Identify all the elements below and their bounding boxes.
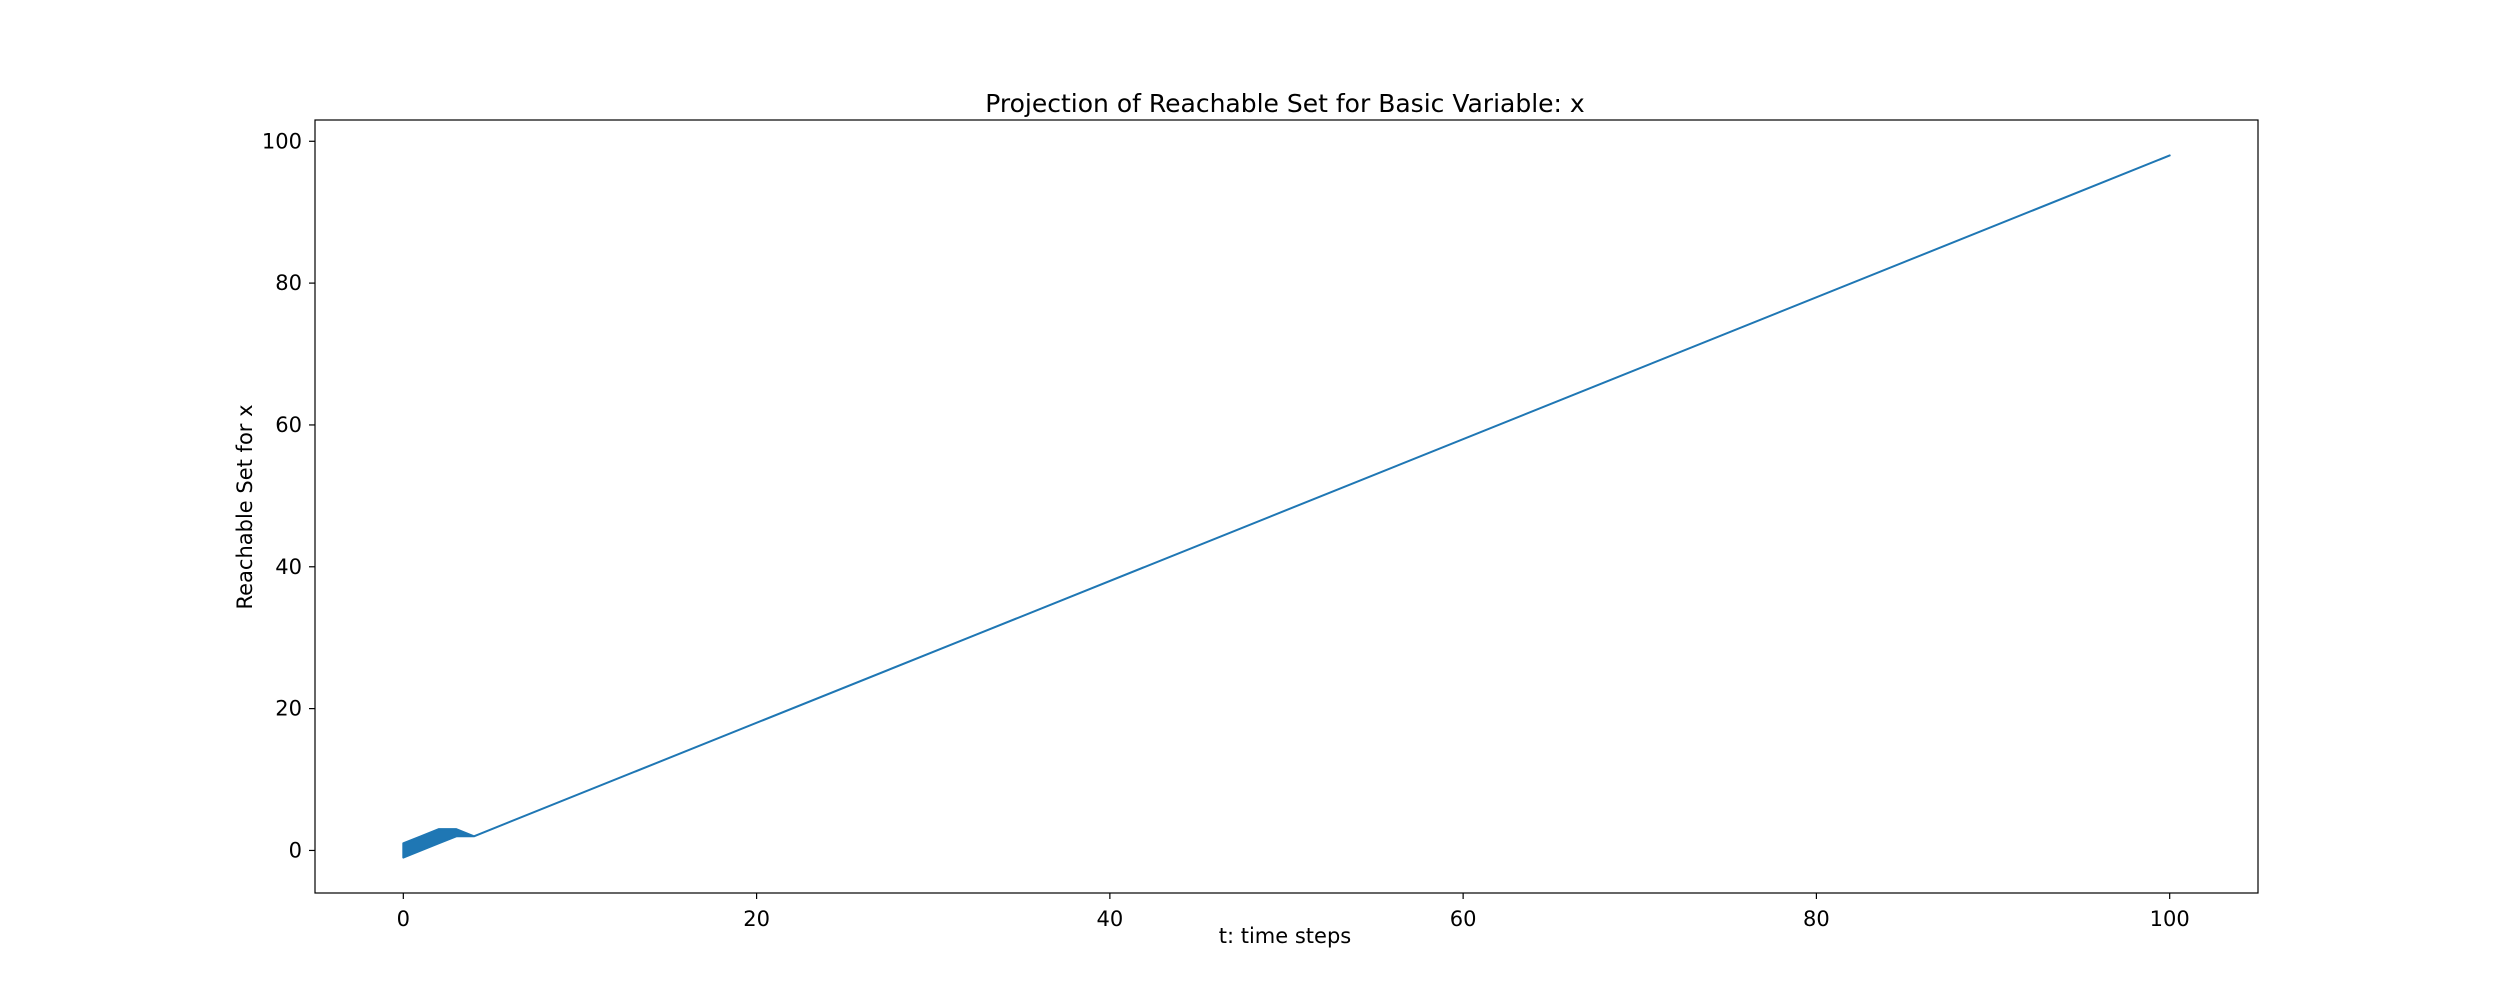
x-tick-label: 100	[2150, 907, 2190, 931]
y-tick-label: 0	[289, 838, 302, 862]
y-axis-ticks: 0 20 40 60 80 100	[262, 129, 315, 862]
x-tick-label: 60	[1450, 907, 1477, 931]
x-axis-title: t: time steps	[1219, 924, 1351, 948]
y-tick-label: 80	[275, 271, 302, 295]
y-axis-title: Reachable Set for x	[233, 404, 257, 609]
plot-frame	[314, 119, 2259, 894]
y-tick-label: 60	[275, 413, 302, 437]
x-axis-ticks: 0 20 40 60 80 100	[397, 893, 2190, 931]
chart-title: Projection of Reachable Set for Basic Va…	[985, 89, 1584, 118]
plot-area	[402, 154, 2171, 859]
x-tick-label: 80	[1803, 907, 1830, 931]
x-tick-label: 20	[743, 907, 770, 931]
x-tick-label: 0	[397, 907, 410, 931]
y-tick-label: 20	[275, 697, 302, 721]
reachable-set-band	[402, 154, 2171, 859]
y-tick-label: 40	[275, 555, 302, 579]
y-tick-label: 100	[262, 129, 302, 153]
x-tick-label: 40	[1096, 907, 1123, 931]
